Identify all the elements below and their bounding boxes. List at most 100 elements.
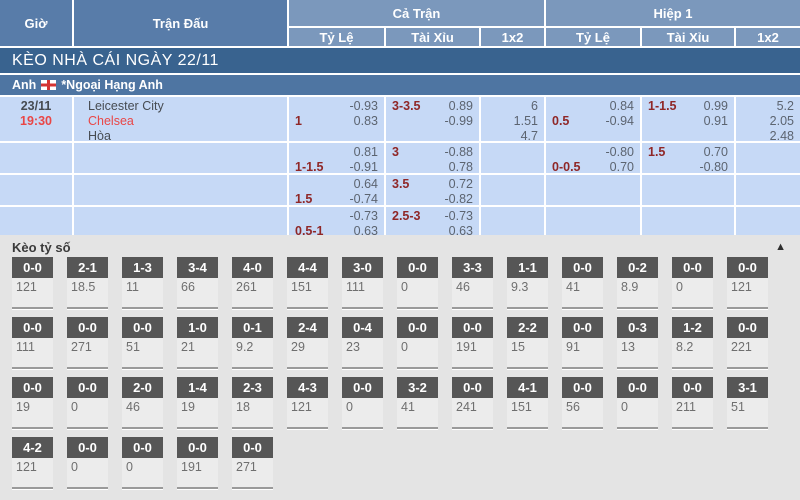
odds-value[interactable]: 1.51: [513, 114, 538, 128]
score-card[interactable]: 0-0 0: [122, 437, 163, 489]
score-card[interactable]: 1-0 21: [177, 317, 218, 369]
score-card[interactable]: 3-1 51: [727, 377, 768, 429]
match-teams-cell[interactable]: Leicester City Chelsea Hòa: [74, 97, 287, 141]
league-bar[interactable]: Anh *Ngoại Hạng Anh: [0, 75, 800, 95]
score-label: 0-0: [12, 377, 53, 398]
score-card[interactable]: 0-0 191: [177, 437, 218, 489]
odds-value[interactable]: -0.74: [349, 192, 379, 205]
ft-handicap-cell: -0.73 0.5-1 0.63: [289, 207, 384, 235]
col-header-ft-1x2: 1x2: [481, 28, 544, 46]
away-team[interactable]: Chelsea: [88, 114, 134, 128]
score-card[interactable]: 0-0 0: [67, 377, 108, 429]
odds-value[interactable]: 0.64: [353, 177, 378, 191]
home-team[interactable]: Leicester City: [88, 99, 164, 113]
score-card[interactable]: 0-0 211: [672, 377, 713, 429]
score-card[interactable]: 0-0 0: [67, 437, 108, 489]
odds-value[interactable]: 2.05: [769, 114, 794, 128]
h1-handicap-cell: [546, 207, 640, 235]
score-odds: 0: [67, 458, 108, 489]
score-card[interactable]: 2-1 18.5: [67, 257, 108, 309]
odds-value[interactable]: -0.91: [349, 160, 379, 173]
score-card[interactable]: 0-0 121: [12, 257, 53, 309]
score-card[interactable]: 3-0 111: [342, 257, 383, 309]
odds-value[interactable]: -0.80: [605, 145, 635, 159]
score-card[interactable]: 4-2 121: [12, 437, 53, 489]
score-card[interactable]: 0-4 23: [342, 317, 383, 369]
score-card[interactable]: 0-0 0: [617, 377, 658, 429]
score-card[interactable]: 0-0 241: [452, 377, 493, 429]
odds-value[interactable]: -0.73: [349, 209, 379, 223]
odds-value[interactable]: 0.81: [353, 145, 378, 159]
odds-value[interactable]: -0.82: [444, 192, 474, 205]
score-card[interactable]: 0-0 0: [342, 377, 383, 429]
score-card[interactable]: 0-0 191: [452, 317, 493, 369]
score-card[interactable]: 4-4 151: [287, 257, 328, 309]
odds-value[interactable]: 0.84: [609, 99, 634, 113]
score-card[interactable]: 3-4 66: [177, 257, 218, 309]
score-card[interactable]: 0-0 51: [122, 317, 163, 369]
score-card[interactable]: 0-0 0: [672, 257, 713, 309]
score-card[interactable]: 0-0 221: [727, 317, 768, 369]
odds-value[interactable]: -0.93: [349, 99, 379, 113]
score-card[interactable]: 0-0 19: [12, 377, 53, 429]
col-header-h1-1x2: 1x2: [736, 28, 800, 46]
odds-value[interactable]: 0.72: [448, 177, 473, 191]
odds-value[interactable]: 5.2: [776, 99, 794, 113]
odds-value[interactable]: 0.63: [353, 224, 378, 235]
score-card[interactable]: 0-1 9.2: [232, 317, 273, 369]
score-card[interactable]: 0-0 111: [12, 317, 53, 369]
score-card[interactable]: 1-1 9.3: [507, 257, 548, 309]
score-odds: 121: [287, 398, 328, 429]
odds-value[interactable]: -0.80: [699, 160, 729, 173]
score-odds: 19: [12, 398, 53, 429]
score-label: 1-0: [177, 317, 218, 338]
odds-value[interactable]: 0.63: [448, 224, 473, 235]
score-card[interactable]: 0-0 271: [67, 317, 108, 369]
score-card[interactable]: 0-0 0: [397, 317, 438, 369]
score-card[interactable]: 4-1 151: [507, 377, 548, 429]
score-card[interactable]: 2-4 29: [287, 317, 328, 369]
score-card[interactable]: 4-3 121: [287, 377, 328, 429]
odds-value[interactable]: 0.91: [703, 114, 728, 128]
col-header-first-half: Hiệp 1: [546, 0, 800, 26]
ft-handicap-cell: 0.81 1-1.5 -0.91: [289, 143, 384, 173]
ft-overunder-cell: 3 -0.88 0.78: [386, 143, 479, 173]
score-card[interactable]: 1-4 19: [177, 377, 218, 429]
odds-value[interactable]: 0.78: [448, 160, 473, 173]
h1-overunder-cell: [642, 175, 734, 205]
score-card[interactable]: 2-0 46: [122, 377, 163, 429]
score-card[interactable]: 0-0 121: [727, 257, 768, 309]
score-card[interactable]: 0-0 0: [397, 257, 438, 309]
odds-value[interactable]: 2.48: [769, 129, 794, 141]
score-label: 0-0: [342, 377, 383, 398]
score-card[interactable]: 0-0 56: [562, 377, 603, 429]
england-flag-icon: [41, 80, 57, 90]
score-card[interactable]: 0-3 13: [617, 317, 658, 369]
odds-value[interactable]: 0.70: [609, 160, 634, 173]
odds-value[interactable]: -0.73: [444, 209, 474, 223]
score-label: 0-0: [727, 317, 768, 338]
score-card[interactable]: 0-0 41: [562, 257, 603, 309]
odds-value[interactable]: -0.88: [444, 145, 474, 159]
odds-value[interactable]: 0.83: [353, 114, 378, 128]
score-card[interactable]: 0-0 91: [562, 317, 603, 369]
score-card[interactable]: 3-3 46: [452, 257, 493, 309]
odds-value[interactable]: 6: [531, 99, 538, 113]
score-card[interactable]: 2-3 18: [232, 377, 273, 429]
score-card[interactable]: 4-0 261: [232, 257, 273, 309]
odds-value[interactable]: 0.70: [703, 145, 728, 159]
collapse-arrow-icon[interactable]: ▲: [775, 241, 786, 253]
score-label: 3-2: [397, 377, 438, 398]
odds-value[interactable]: 0.89: [448, 99, 473, 113]
odds-value[interactable]: 4.7: [520, 129, 538, 141]
score-card[interactable]: 0-2 8.9: [617, 257, 658, 309]
score-label: 0-0: [232, 437, 273, 458]
odds-value[interactable]: -0.94: [605, 114, 635, 128]
odds-value[interactable]: -0.99: [444, 114, 474, 128]
score-card[interactable]: 3-2 41: [397, 377, 438, 429]
score-card[interactable]: 2-2 15: [507, 317, 548, 369]
score-card[interactable]: 1-3 11: [122, 257, 163, 309]
score-card[interactable]: 0-0 271: [232, 437, 273, 489]
score-card[interactable]: 1-2 8.2: [672, 317, 713, 369]
odds-value[interactable]: 0.99: [703, 99, 728, 113]
